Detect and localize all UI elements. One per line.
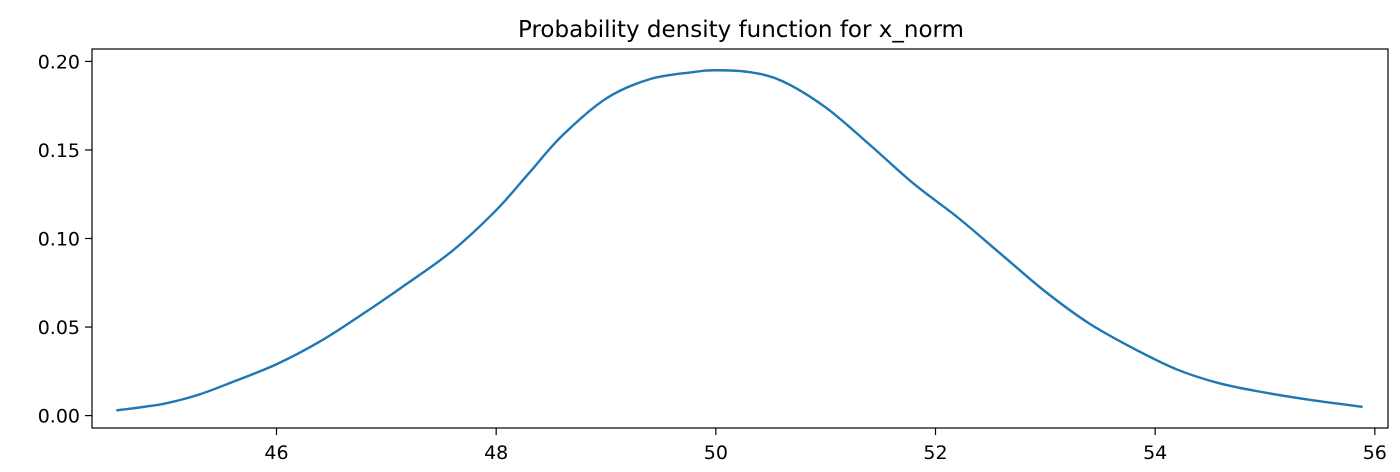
chart-title: Probability density function for x_norm xyxy=(518,17,964,43)
x-tick-label: 48 xyxy=(484,442,508,464)
y-tick-label: 0.15 xyxy=(38,140,80,162)
x-tick-label: 50 xyxy=(704,442,728,464)
x-tick-label: 56 xyxy=(1363,442,1387,464)
plot-area: 46 48 50 52 54 56 0.00 0.05 0.10 0.15 0.20 xyxy=(38,48,1389,464)
density-curve xyxy=(116,69,1363,412)
x-tick-label: 46 xyxy=(264,442,288,464)
y-tick-label: 0.10 xyxy=(38,229,80,251)
y-axis: 0.00 0.05 0.10 0.15 0.20 xyxy=(38,51,92,428)
y-tick-label: 0.00 xyxy=(38,406,80,428)
y-tick-label: 0.05 xyxy=(38,317,80,339)
y-tick-label: 0.20 xyxy=(38,51,80,73)
x-tick-label: 54 xyxy=(1143,442,1167,464)
x-axis: 46 48 50 52 54 56 xyxy=(264,428,1387,464)
x-tick-label: 52 xyxy=(923,442,947,464)
